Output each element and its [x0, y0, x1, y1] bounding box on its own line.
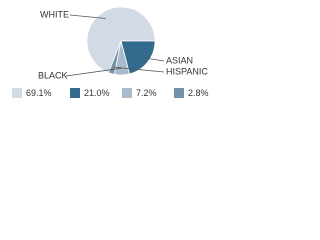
legend-label: 21.0%	[84, 88, 110, 98]
leader-line	[69, 14, 106, 19]
slice-label: HISPANIC	[166, 66, 208, 76]
legend-swatch	[12, 88, 22, 98]
slice-label: ASIAN	[166, 55, 193, 65]
slice-label: WHITE	[40, 9, 69, 19]
leader-line	[113, 66, 165, 73]
slice-labels: WHITE ASIAN BLACK HISPANIC	[38, 9, 208, 80]
pie	[86, 6, 156, 76]
chart: WHITE ASIAN BLACK HISPANIC 69.1% 21.0% 7.2% 2.…	[12, 6, 209, 98]
legend-swatch	[70, 88, 80, 98]
leader-line	[65, 67, 122, 77]
leader-line	[142, 57, 165, 62]
legend: 69.1% 21.0% 7.2% 2.8%	[12, 88, 209, 98]
pie-slice	[120, 40, 156, 75]
legend-label: 69.1%	[26, 88, 52, 98]
legend-swatch	[122, 88, 132, 98]
legend-label: 2.8%	[188, 88, 209, 98]
legend-label: 7.2%	[136, 88, 157, 98]
legend-swatch	[174, 88, 184, 98]
pie-slice	[108, 40, 122, 75]
slice-label: BLACK	[38, 70, 68, 80]
pie-slice	[86, 6, 156, 74]
